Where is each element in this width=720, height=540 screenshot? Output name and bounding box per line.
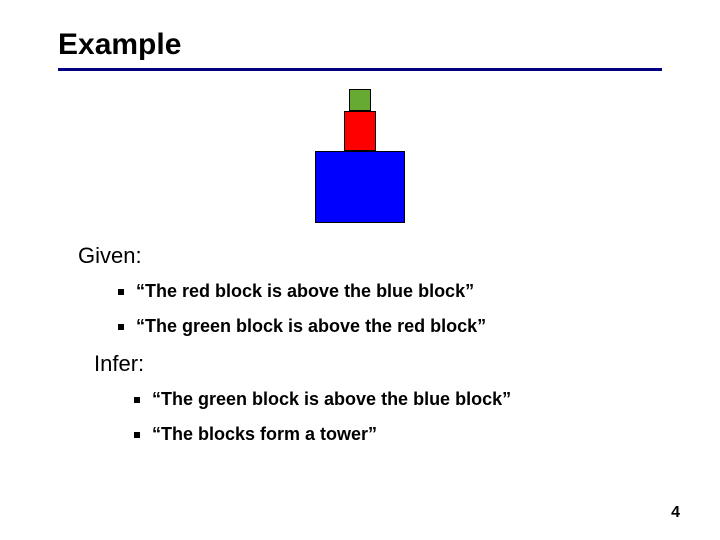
infer-list: “The green block is above the blue block… [134, 389, 662, 445]
infer-item: “The green block is above the blue block… [134, 389, 662, 410]
slide: Example Given: “The red block is above t… [0, 0, 720, 445]
red-block [344, 111, 376, 151]
given-item: “The red block is above the blue block” [118, 281, 662, 302]
slide-title: Example [58, 28, 662, 62]
green-block [349, 89, 371, 111]
blocks-diagram [58, 89, 662, 223]
given-heading: Given: [78, 243, 662, 269]
title-rule [58, 68, 662, 71]
given-list: “The red block is above the blue block” … [118, 281, 662, 337]
blue-block [315, 151, 405, 223]
page-number: 4 [671, 504, 680, 522]
infer-item: “The blocks form a tower” [134, 424, 662, 445]
given-item: “The green block is above the red block” [118, 316, 662, 337]
block-stack [315, 89, 405, 223]
infer-heading: Infer: [94, 351, 662, 377]
